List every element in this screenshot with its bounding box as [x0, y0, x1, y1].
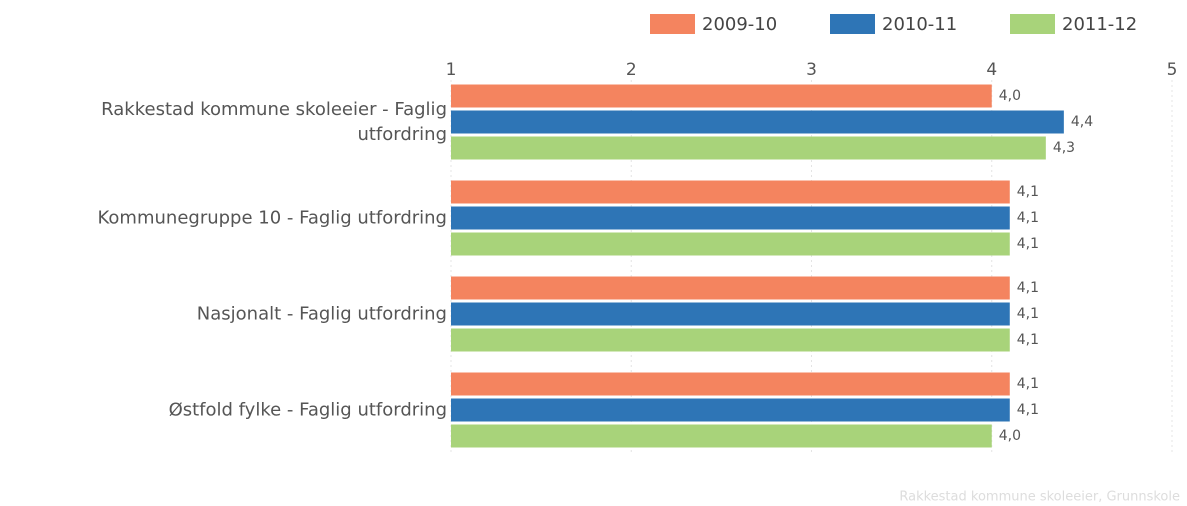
bar: [451, 398, 1010, 422]
value-label: 4,1: [1017, 210, 1039, 226]
x-tick-label: 5: [1167, 60, 1178, 80]
bar: [451, 232, 1010, 256]
y-tick-label: Østfold fylke - Faglig utfordring: [168, 399, 447, 421]
bar: [451, 302, 1010, 326]
bar: [451, 206, 1010, 230]
bar: [451, 424, 992, 448]
y-tick-label: Nasjonalt - Faglig utfordring: [196, 303, 447, 325]
legend-label: 2010-11: [882, 14, 957, 35]
x-tick-label: 2: [626, 60, 637, 80]
value-label: 4,1: [1017, 236, 1039, 252]
x-tick-label: 1: [446, 60, 457, 80]
legend-label: 2009-10: [702, 14, 777, 35]
value-label: 4,1: [1017, 184, 1039, 200]
x-tick-label: 3: [806, 60, 817, 80]
value-label: 4,1: [1017, 332, 1039, 348]
value-label: 4,1: [1017, 306, 1039, 322]
value-label: 4,1: [1017, 402, 1039, 418]
bar: [451, 276, 1010, 300]
value-label: 4,1: [1017, 376, 1039, 392]
value-label: 4,1: [1017, 280, 1039, 296]
source: Rakkestad kommune skoleeier, Grunnskole: [899, 490, 1180, 505]
bar: [451, 84, 992, 108]
y-tick-label: Kommunegruppe 10 - Faglig utfordring: [97, 207, 447, 229]
y-tick-label: Rakkestad kommune skoleeier - Faglig utf…: [101, 99, 447, 145]
bar: [451, 180, 1010, 204]
legend-label: 2011-12: [1062, 14, 1137, 35]
bar: [451, 328, 1010, 352]
value-label: 4,4: [1071, 114, 1093, 130]
legend-swatch: [650, 14, 695, 34]
bar: [451, 136, 1046, 160]
value-label: 4,0: [999, 88, 1021, 104]
value-label: 4,0: [999, 428, 1021, 444]
legend-swatch: [1010, 14, 1055, 34]
value-label: 4,3: [1053, 140, 1075, 156]
bar: [451, 372, 1010, 396]
bar: [451, 110, 1064, 134]
x-tick-label: 4: [986, 60, 997, 80]
legend-swatch: [830, 14, 875, 34]
